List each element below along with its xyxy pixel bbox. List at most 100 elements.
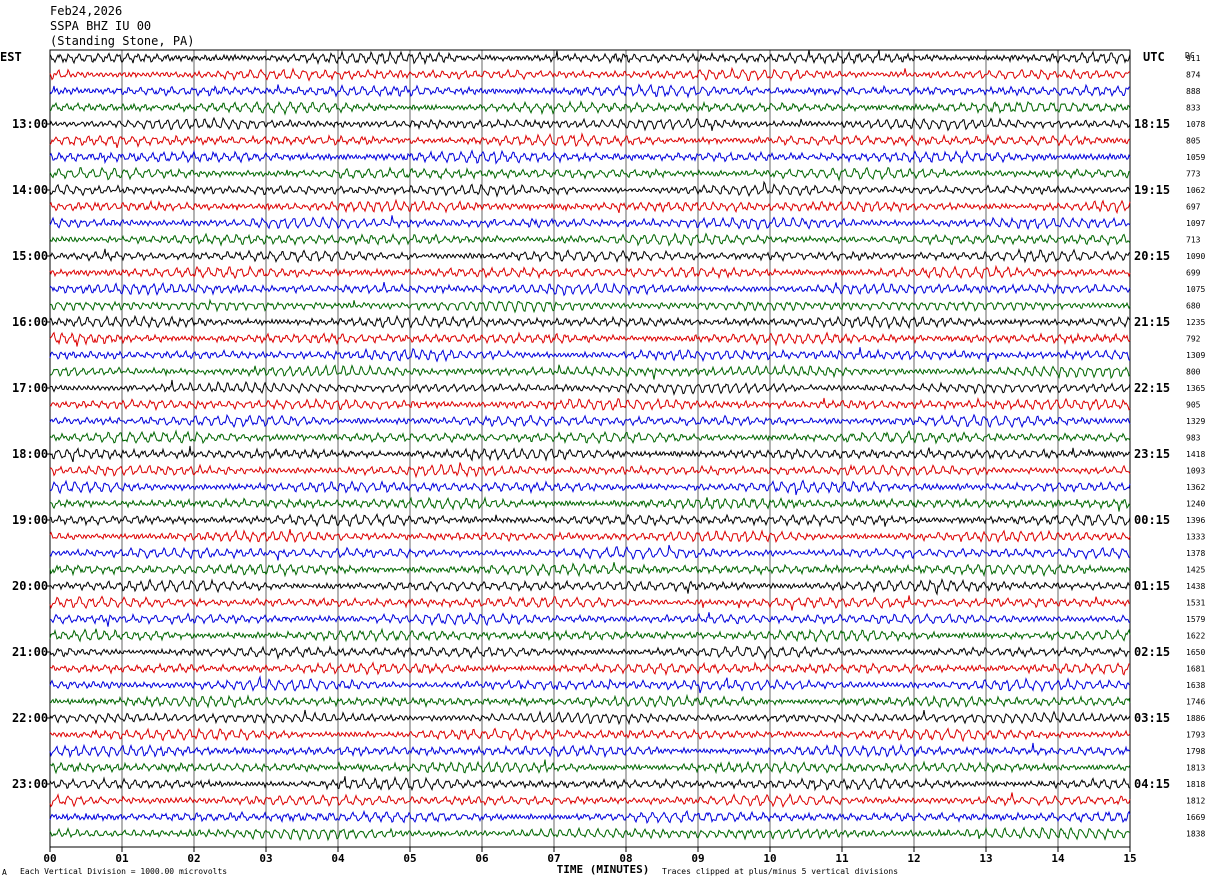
header-station: SSPA BHZ IU 00 — [50, 19, 152, 33]
x-tick-label: 02 — [187, 852, 200, 865]
dc-offset-label: 833 — [1186, 104, 1201, 113]
seismic-trace — [49, 742, 1131, 759]
seismic-trace — [49, 595, 1131, 611]
est-hour-label: 23:00 — [12, 777, 48, 791]
x-tick-label: 10 — [763, 852, 776, 865]
seismic-trace — [49, 132, 1131, 149]
dc-offset-label: 1681 — [1186, 665, 1205, 674]
seismic-trace — [49, 215, 1131, 231]
x-tick-label: 15 — [1123, 852, 1136, 865]
est-hour-label: 21:00 — [12, 645, 48, 659]
seismic-trace — [49, 675, 1131, 694]
seismic-trace — [49, 66, 1131, 82]
dc-offset-label: 1813 — [1186, 764, 1205, 773]
dc-offset-label: 1818 — [1186, 780, 1205, 789]
seismic-trace — [49, 248, 1131, 264]
seismic-trace — [49, 49, 1131, 66]
seismic-trace — [49, 116, 1131, 132]
utc-hour-label: 00:15 — [1134, 513, 1170, 527]
seismic-trace — [49, 775, 1131, 792]
est-hour-label: 18:00 — [12, 447, 48, 461]
seismic-trace — [49, 379, 1131, 396]
est-hour-label: 19:00 — [12, 513, 48, 527]
dc-offset-label: 1365 — [1186, 384, 1205, 393]
utc-hour-label: 20:15 — [1134, 249, 1170, 263]
dc-offset-label: 1531 — [1186, 599, 1205, 608]
seismic-trace — [49, 562, 1131, 578]
dc-offset-label: 1097 — [1186, 219, 1205, 228]
dc-offset-label: 1396 — [1186, 516, 1205, 525]
x-tick-label: 07 — [547, 852, 560, 865]
seismic-trace — [49, 661, 1131, 677]
seismic-trace — [49, 462, 1131, 479]
header-date: Feb24,2026 — [50, 4, 123, 18]
dc-offset-label: 805 — [1186, 137, 1201, 146]
dc-offset-label: 713 — [1186, 236, 1201, 245]
seismic-trace — [49, 429, 1131, 445]
seismic-trace — [49, 166, 1131, 182]
right-timezone-label: UTC — [1143, 50, 1165, 64]
clip-note: Traces clipped at plus/minus 5 vertical … — [662, 867, 899, 876]
seismic-trace — [49, 709, 1131, 726]
est-hour-label: 15:00 — [12, 249, 48, 263]
seismic-trace — [49, 727, 1131, 743]
dc-offset-label: 1579 — [1186, 615, 1205, 624]
dc-offset-label: 888 — [1186, 87, 1201, 96]
dc-offset-label: 680 — [1186, 302, 1201, 311]
dc-offset-label: 1333 — [1186, 533, 1205, 542]
seismic-trace — [49, 529, 1131, 544]
x-tick-label: 12 — [907, 852, 920, 865]
utc-hour-label: 04:15 — [1134, 777, 1170, 791]
seismic-trace — [49, 363, 1131, 380]
seismic-trace — [49, 264, 1131, 280]
left-timezone-label: EST — [0, 50, 22, 64]
dc-column-label: DC — [1185, 51, 1195, 60]
dc-offset-label: 1075 — [1186, 285, 1205, 294]
dc-offset-label: 1378 — [1186, 549, 1205, 558]
dc-offset-label: 874 — [1186, 71, 1201, 80]
utc-hour-label: 03:15 — [1134, 711, 1170, 725]
plot-frame — [49, 49, 1131, 848]
seismic-trace — [49, 445, 1131, 463]
seismic-trace — [49, 513, 1131, 528]
seismic-trace — [49, 544, 1130, 561]
dc-offset-label: 905 — [1186, 401, 1201, 410]
x-tick-label: 13 — [979, 852, 992, 865]
x-tick-label: 14 — [1051, 852, 1065, 865]
dc-offset-label: 800 — [1186, 368, 1201, 377]
seismic-trace — [49, 792, 1131, 809]
dc-offset-label: 1418 — [1186, 450, 1205, 459]
x-tick-label: 04 — [331, 852, 345, 865]
seismic-trace — [49, 496, 1131, 512]
footer-marker: A — [2, 868, 7, 877]
utc-hour-label: 23:15 — [1134, 447, 1170, 461]
dc-offset-label: 699 — [1186, 269, 1201, 278]
utc-hour-label: 22:15 — [1134, 381, 1170, 395]
dc-offset-label: 983 — [1186, 434, 1201, 443]
dc-offset-label: 1650 — [1186, 648, 1205, 657]
utc-hour-label: 02:15 — [1134, 645, 1170, 659]
dc-offset-label: 773 — [1186, 170, 1201, 179]
seismic-trace — [49, 693, 1131, 709]
seismic-trace — [49, 826, 1131, 842]
header-location: (Standing Stone, PA) — [50, 34, 195, 48]
seismic-trace — [49, 331, 1131, 347]
seismic-trace — [49, 298, 1131, 314]
seismic-trace — [49, 809, 1131, 825]
utc-hour-label: 01:15 — [1134, 579, 1170, 593]
dc-offset-label: 1793 — [1186, 731, 1205, 740]
dc-offset-label: 792 — [1186, 335, 1201, 344]
est-hour-label: 17:00 — [12, 381, 48, 395]
dc-offset-label: 1438 — [1186, 582, 1205, 591]
x-tick-label: 05 — [403, 852, 416, 865]
dc-offset-label: 911 — [1186, 54, 1201, 63]
dc-offset-label: 1798 — [1186, 747, 1205, 756]
dc-offset-label: 1090 — [1186, 252, 1205, 261]
x-tick-label: 09 — [691, 852, 704, 865]
seismic-trace — [49, 232, 1131, 247]
x-axis-label: TIME (MINUTES) — [557, 863, 650, 876]
seismic-trace — [49, 645, 1131, 661]
est-hour-label: 20:00 — [12, 579, 48, 593]
dc-offset-label: 1622 — [1186, 632, 1205, 641]
